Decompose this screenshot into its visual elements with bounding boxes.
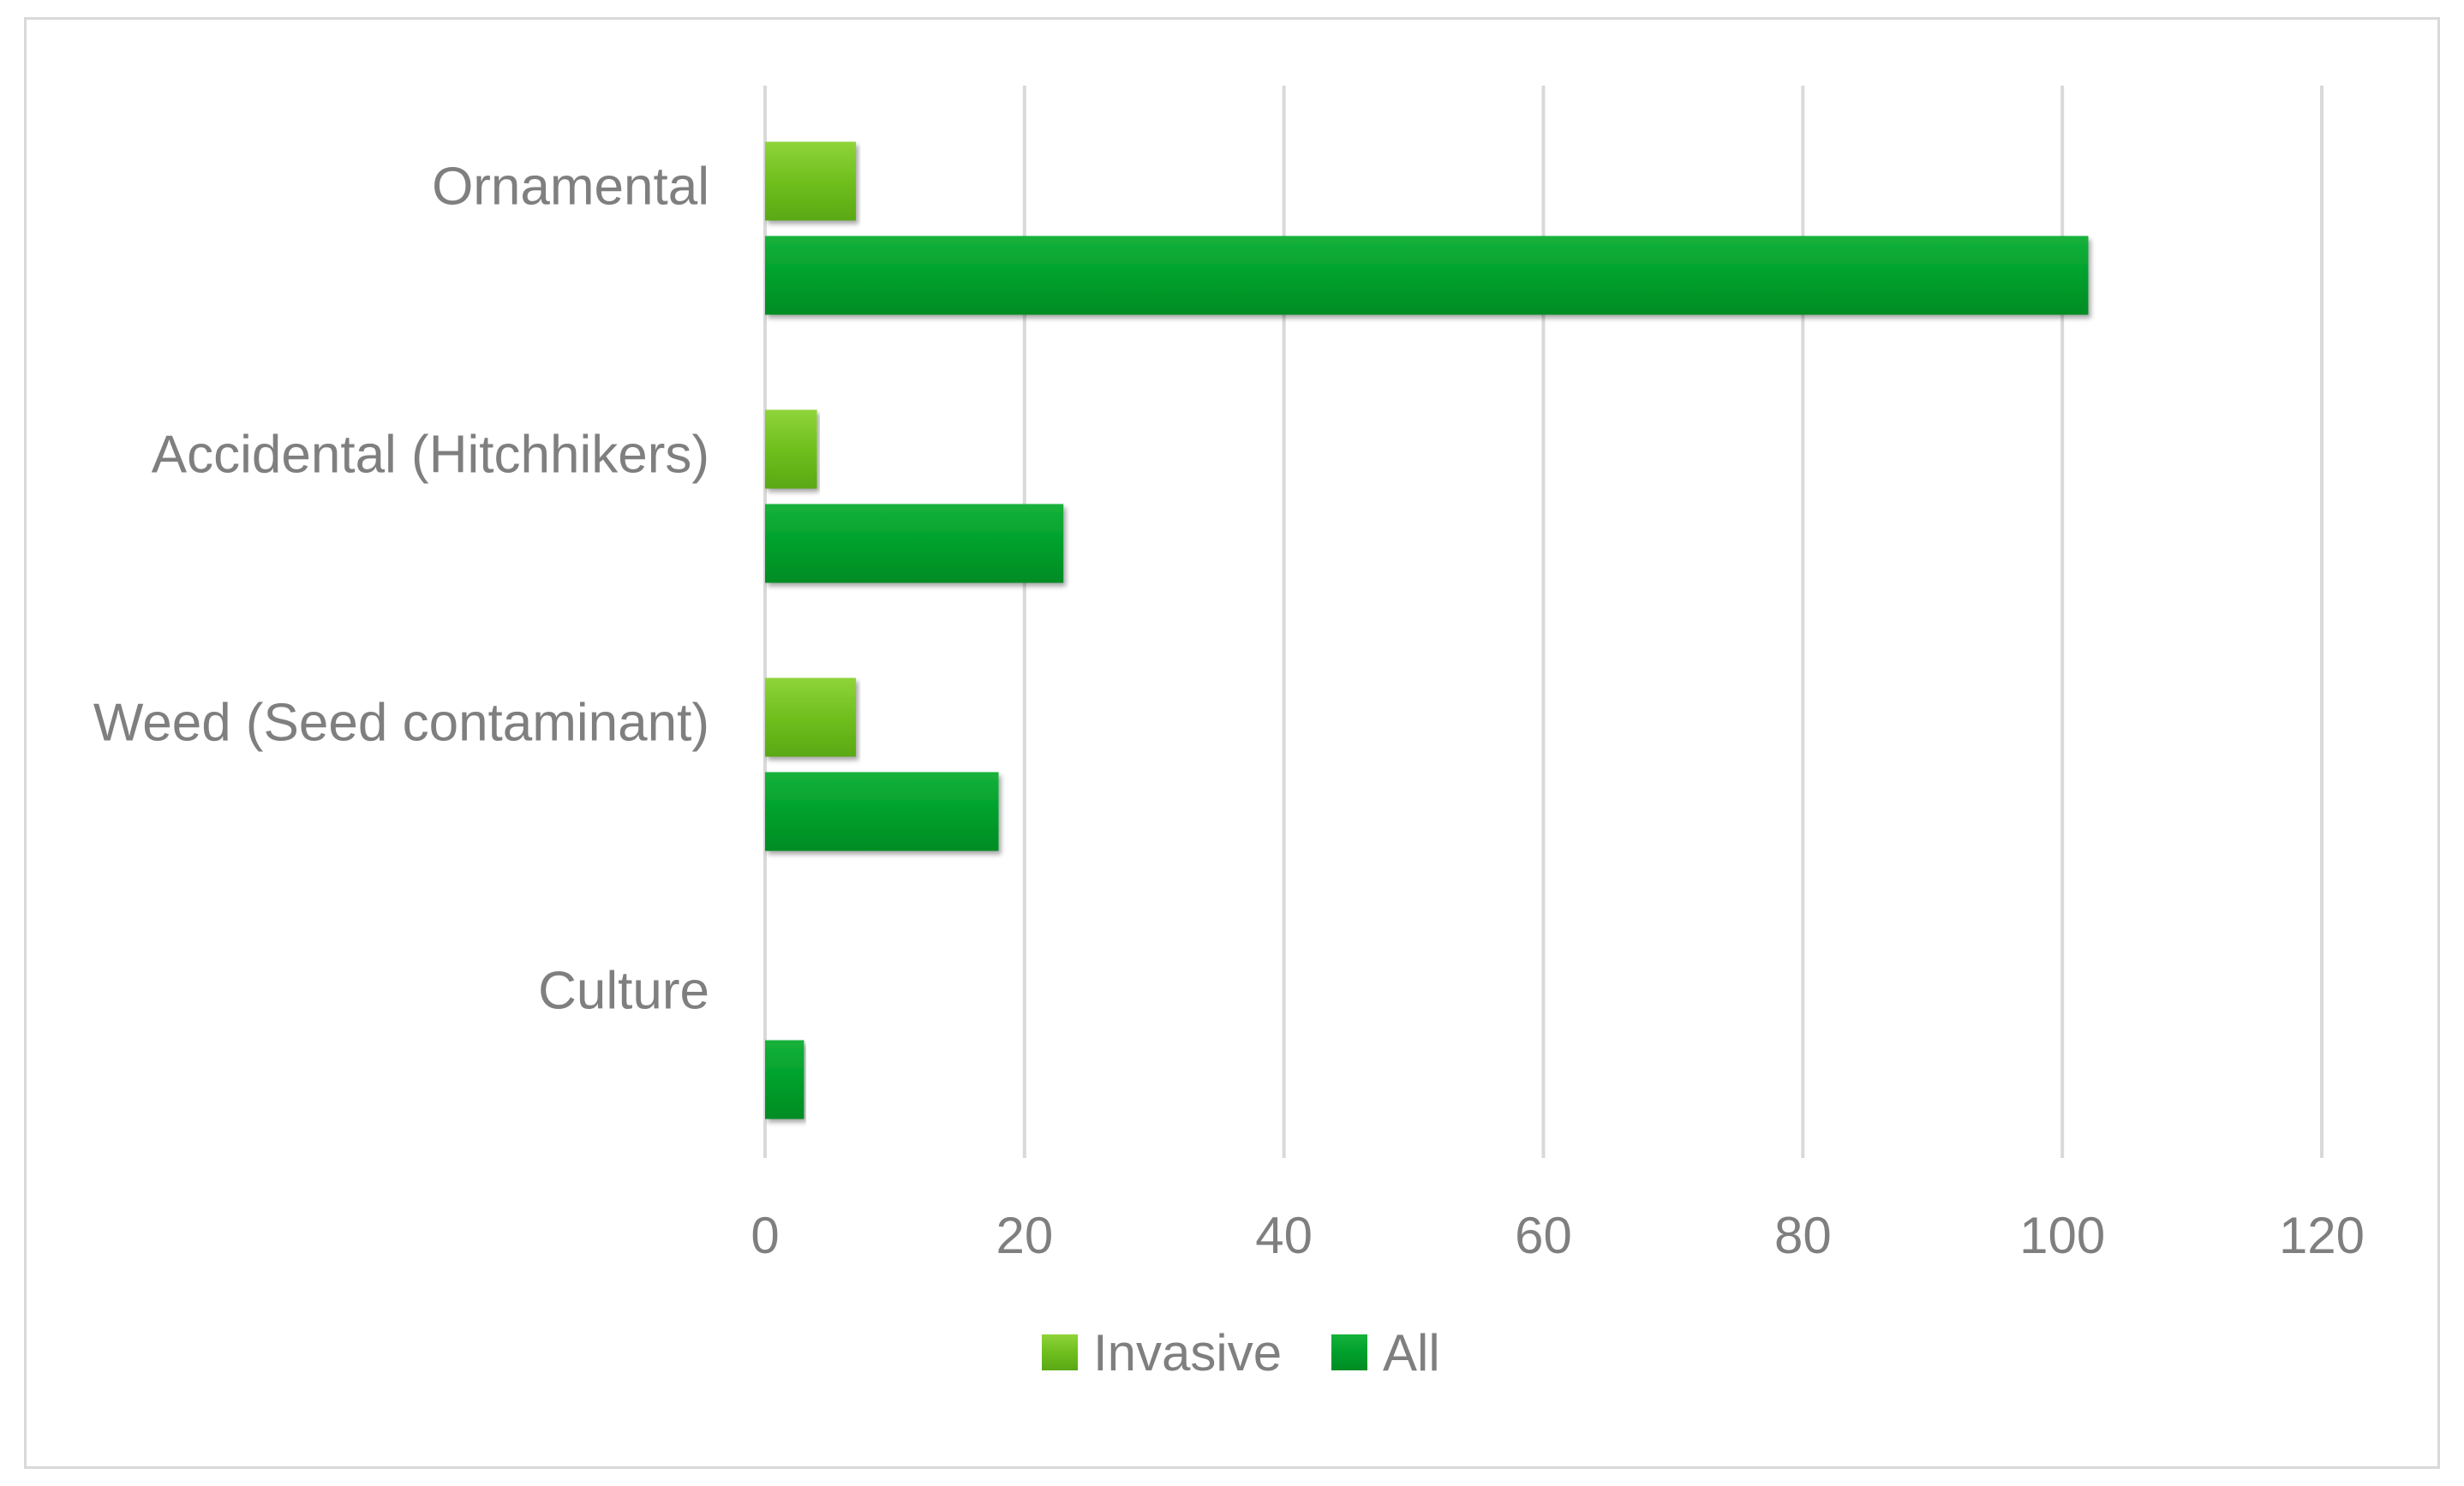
legend-label-invasive: Invasive [1093,1324,1282,1382]
bar-invasive-ornamental [765,141,856,221]
x-tick-label-0: 0 [751,1207,779,1264]
legend: Invasive All [1042,1324,1440,1382]
category-label-culture: Culture [538,962,709,1021]
x-tick-label-100: 100 [2019,1207,2105,1264]
legend-swatch-all [1331,1334,1367,1370]
x-axis-tick-labels: 0 20 40 60 80 100 120 [751,1207,2365,1264]
bar-invasive-accidental-hitchhikers [765,409,817,489]
x-tick-label-20: 20 [996,1207,1053,1264]
category-label-ornamental: Ornamental [432,158,709,217]
x-tick-label-80: 80 [1774,1207,1832,1264]
x-tick-label-60: 60 [1515,1207,1572,1264]
bars [765,141,2089,1119]
legend-label-all: All [1383,1324,1440,1382]
x-tick-label-120: 120 [2279,1207,2365,1264]
bar-all-accidental-hitchhikers [765,504,1064,583]
bar-all-weed-seed-contaminant [765,772,999,851]
category-labels: Ornamental Accidental (Hitchhikers) Weed (… [93,158,709,1021]
bar-all-culture [765,1040,804,1119]
x-tick-label-40: 40 [1255,1207,1313,1264]
legend-swatch-invasive [1042,1334,1078,1370]
category-label-weed-seed-contaminant: Weed (Seed contaminant) [93,694,709,753]
bar-all-ornamental [765,236,2089,315]
category-label-accidental-hitchhikers: Accidental (Hitchhikers) [152,426,709,485]
bar-invasive-weed-seed-contaminant [765,677,856,757]
